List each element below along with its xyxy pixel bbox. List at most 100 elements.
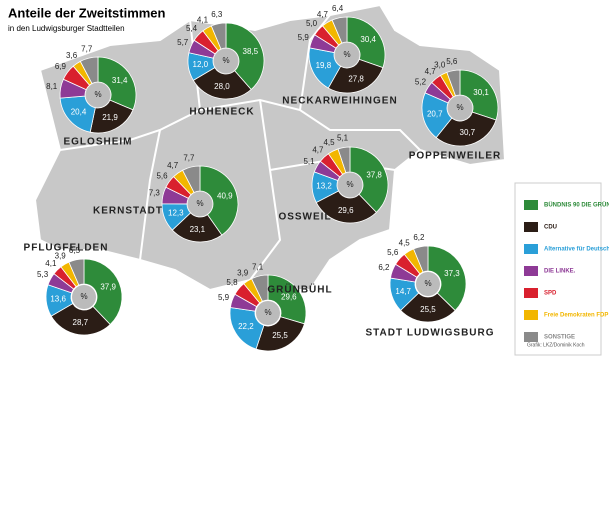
donut-segment bbox=[435, 111, 497, 147]
value-label: 12,3 bbox=[168, 209, 184, 218]
donut-segment bbox=[210, 22, 227, 50]
value-label: 3,9 bbox=[55, 252, 67, 261]
donut-segment bbox=[79, 56, 99, 85]
subtitle: in den Ludwigsburger Stadtteilen bbox=[8, 24, 125, 33]
donut-segment bbox=[267, 274, 307, 325]
donut-segment bbox=[182, 165, 201, 193]
value-label: 37,9 bbox=[100, 282, 116, 291]
district-name: EGLOSHEIM bbox=[63, 137, 132, 148]
value-label: 13,6 bbox=[50, 295, 66, 304]
legend-swatch bbox=[524, 332, 538, 342]
donut-segment bbox=[400, 292, 456, 323]
donut-segment bbox=[446, 69, 461, 97]
value-label: 4,7 bbox=[425, 67, 437, 76]
donut-segment bbox=[349, 146, 389, 213]
donut-segment bbox=[192, 67, 252, 100]
value-label: 5,9 bbox=[298, 33, 310, 42]
legend-swatch bbox=[524, 222, 538, 232]
district-name: STADT LUDWIGSBURG bbox=[365, 328, 494, 339]
value-label: 4,7 bbox=[317, 10, 329, 19]
title: Anteile der Zweitstimmen bbox=[8, 5, 166, 20]
donut-center bbox=[256, 301, 280, 325]
value-label: 6,2 bbox=[378, 263, 390, 272]
district-border bbox=[139, 129, 161, 261]
value-label: 12,0 bbox=[193, 60, 209, 69]
value-label: 4,1 bbox=[45, 259, 57, 268]
value-label: 6,3 bbox=[211, 10, 223, 19]
legend-label: DIE LINKE. bbox=[544, 269, 576, 275]
percent-symbol: % bbox=[456, 103, 463, 112]
value-label: 5,6 bbox=[387, 248, 399, 257]
value-label: 6,4 bbox=[332, 4, 344, 13]
value-label: 13,2 bbox=[316, 182, 332, 191]
legend-label: CDU bbox=[544, 225, 557, 231]
value-label: 31,4 bbox=[112, 76, 128, 85]
donut-segment bbox=[427, 245, 467, 312]
donut-segment bbox=[89, 99, 134, 134]
district-name: GRÜNBÜHL bbox=[267, 283, 332, 296]
donut-segment bbox=[199, 165, 239, 236]
donut-segment bbox=[346, 16, 386, 69]
value-label: 5,9 bbox=[218, 293, 230, 302]
value-label: 5,1 bbox=[337, 134, 349, 143]
city-area bbox=[33, 3, 507, 292]
value-label: 19,8 bbox=[316, 61, 332, 70]
credit: Grafik: LKZ/Dominik Koch bbox=[527, 342, 585, 348]
district-name: OSSWEIL bbox=[278, 212, 331, 223]
value-label: 37,8 bbox=[366, 170, 382, 179]
value-label: 38,5 bbox=[243, 47, 259, 56]
value-label: 5,4 bbox=[186, 24, 198, 33]
donut-segment bbox=[225, 22, 265, 91]
value-label: 5,8 bbox=[226, 278, 238, 287]
legend-label: Freie Demokraten FDP bbox=[544, 313, 608, 319]
value-label: 5,2 bbox=[415, 78, 427, 87]
value-label: 7,3 bbox=[149, 188, 161, 197]
donut-center bbox=[188, 192, 212, 216]
value-label: 21,9 bbox=[102, 113, 118, 122]
percent-symbol: % bbox=[94, 90, 101, 99]
value-label: 6,9 bbox=[55, 62, 67, 71]
value-label: 28,0 bbox=[214, 82, 230, 91]
legend-swatch bbox=[524, 200, 538, 210]
value-label: 14,7 bbox=[395, 287, 411, 296]
donut-center bbox=[72, 285, 96, 309]
value-label: 4,7 bbox=[167, 161, 179, 170]
district-name: HOHENECK bbox=[189, 107, 254, 118]
donut-center bbox=[335, 43, 359, 67]
value-label: 6,5 bbox=[69, 246, 81, 255]
legend-swatch bbox=[524, 310, 538, 320]
percent-symbol: % bbox=[222, 56, 229, 65]
value-label: 8,1 bbox=[46, 82, 58, 91]
donut-segment bbox=[251, 274, 269, 302]
donut-center bbox=[448, 96, 472, 120]
district-name: KERNSTADT bbox=[93, 206, 163, 217]
value-label: 5,6 bbox=[156, 171, 168, 180]
donut-center bbox=[86, 83, 110, 107]
donut-segment bbox=[255, 316, 305, 352]
map-background bbox=[33, 3, 507, 292]
percent-symbol: % bbox=[343, 50, 350, 59]
value-label: 20,7 bbox=[427, 109, 443, 118]
donut-segment bbox=[413, 245, 429, 273]
legend-label: SONSTIGE bbox=[544, 335, 575, 341]
donut-segment bbox=[50, 303, 111, 336]
value-label: 22,2 bbox=[238, 322, 254, 331]
donut-segment bbox=[315, 190, 377, 224]
district-name: NECKARWEIHINGEN bbox=[282, 96, 397, 107]
value-label: 23,1 bbox=[190, 225, 206, 234]
legend-label: SPD bbox=[544, 291, 557, 297]
value-label: 5,1 bbox=[303, 157, 315, 166]
legend-label: Alternative für Deutschland bbox=[544, 247, 609, 253]
value-label: 3,0 bbox=[434, 61, 446, 70]
donut-segment bbox=[331, 16, 348, 44]
value-label: 3,6 bbox=[66, 51, 78, 60]
value-label: 4,1 bbox=[197, 15, 209, 24]
donut-segment bbox=[327, 58, 384, 94]
legend-swatch bbox=[524, 288, 538, 298]
value-label: 4,7 bbox=[312, 146, 324, 155]
donut-segment bbox=[97, 56, 137, 111]
donut-segment bbox=[83, 258, 123, 326]
value-label: 7,7 bbox=[81, 44, 93, 53]
value-label: 27,8 bbox=[348, 74, 364, 83]
